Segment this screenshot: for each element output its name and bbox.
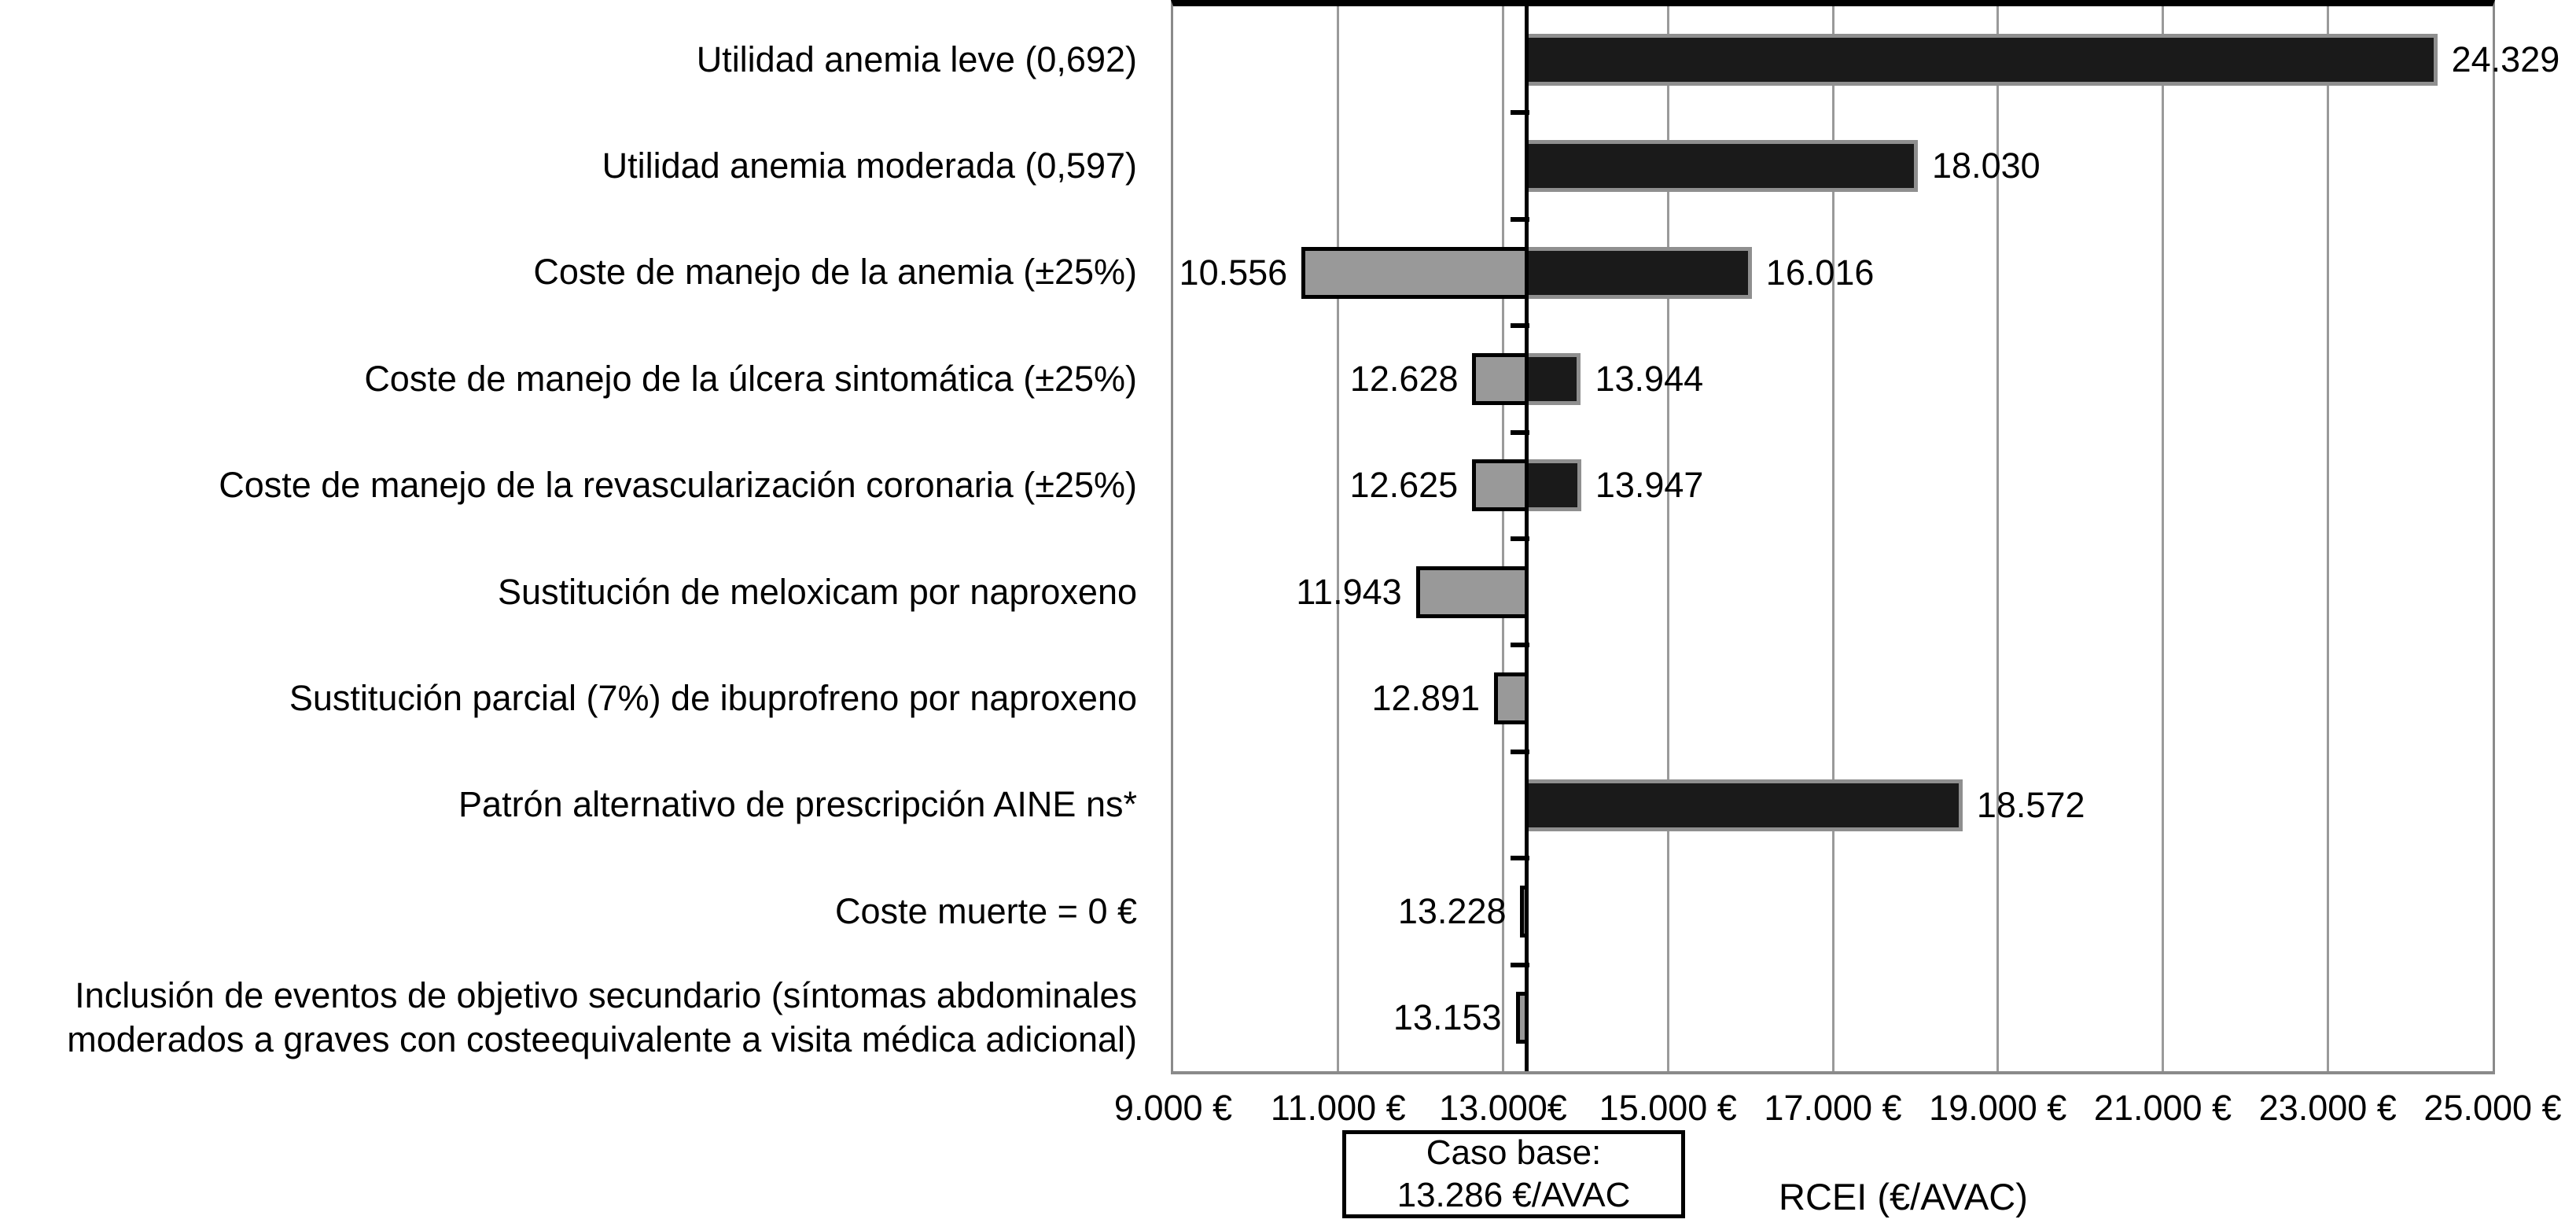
bar-high-value-label: 18.572 — [1976, 784, 2085, 825]
category-label: Sustitución de meloxicam por naproxeno — [498, 571, 1137, 612]
gridline-19000 — [1996, 6, 2000, 1071]
bar-low — [1515, 992, 1527, 1044]
base-case-title: Caso base: — [1426, 1133, 1602, 1172]
bar-low — [1472, 352, 1527, 405]
category-label: Utilidad anemia leve (0,692) — [696, 39, 1137, 79]
bar-low — [1494, 672, 1527, 725]
category-label: Coste de manejo de la úlcera sintomática… — [364, 358, 1137, 399]
x-tick-label: 15.000 € — [1599, 1088, 1737, 1128]
category-label: Patrón alternativo de prescripción AINE … — [458, 784, 1137, 825]
category-axis-tick — [1511, 216, 1530, 222]
x-tick-label: 9.000 € — [1113, 1088, 1233, 1128]
bar-low — [1520, 885, 1527, 938]
x-tick-label: 17.000 € — [1764, 1088, 1902, 1128]
base-case-value: 13.286 €/AVAC — [1397, 1176, 1631, 1214]
bar-low — [1301, 246, 1527, 299]
bar-high — [1526, 33, 2438, 86]
bar-high — [1526, 352, 1581, 405]
gridline-23000 — [2326, 6, 2329, 1071]
category-axis-tick — [1511, 856, 1530, 861]
bar-low-value-label: 13.228 — [1397, 890, 1507, 931]
x-tick-label: 23.000 € — [2258, 1088, 2397, 1128]
bar-high-value-label: 13.944 — [1595, 358, 1704, 399]
x-tick-label: 13.000€ — [1439, 1088, 1567, 1128]
bar-low — [1472, 459, 1527, 512]
category-axis-tick — [1511, 536, 1530, 541]
x-tick-label: 21.000 € — [2093, 1088, 2232, 1128]
gridline-13000 — [1502, 6, 1504, 1071]
bar-high — [1526, 459, 1581, 512]
bar-low-value-label: 12.891 — [1371, 678, 1481, 719]
category-axis-tick — [1511, 429, 1530, 435]
category-axis-tick — [1511, 749, 1530, 754]
bar-low-value-label: 10.556 — [1179, 252, 1288, 293]
category-axis-tick — [1511, 323, 1530, 329]
category-axis-tick — [1511, 962, 1530, 967]
gridline-11000 — [1337, 6, 1340, 1071]
bar-high — [1526, 779, 1963, 831]
bar-low-value-label: 12.625 — [1349, 465, 1459, 506]
bar-low-value-label: 11.943 — [1296, 571, 1402, 612]
base-case-annotation-box: Caso base: 13.286 €/AVAC — [1342, 1130, 1685, 1218]
bar-high — [1526, 140, 1918, 193]
category-label: Utilidad anemia moderada (0,597) — [602, 146, 1137, 186]
x-tick-label: 19.000 € — [1929, 1088, 2067, 1128]
category-label: Coste muerte = 0 € — [835, 890, 1137, 931]
x-tick-label: 25.000 € — [2423, 1088, 2562, 1128]
bar-high-value-label: 16.016 — [1765, 252, 1875, 293]
gridline-17000 — [1831, 6, 1834, 1071]
category-label: Sustitución parcial (7%) de ibuprofreno … — [289, 678, 1137, 719]
bar-low-value-label: 13.153 — [1393, 997, 1502, 1038]
category-axis-labels: Utilidad anemia leve (0,692) Utilidad ane… — [0, 6, 1140, 1071]
category-label: Coste de manejo de la anemia (±25%) — [533, 252, 1137, 293]
category-label: Inclusión de eventos de objetivo secunda… — [67, 975, 1137, 1060]
plot-canvas: 24.329 18.030 10.556 16.016 12.628 13.944 12.6… — [1173, 6, 2559, 1071]
category-label: Coste de manejo de la revascularización … — [219, 465, 1137, 506]
bar-low-value-label: 12.628 — [1349, 358, 1459, 399]
gridline-15000 — [1666, 6, 1669, 1071]
x-axis-title: RCEI (€/AVAC) — [1779, 1176, 2028, 1217]
category-axis-tick — [1511, 110, 1530, 116]
bar-high-value-label: 24.329 — [2451, 39, 2560, 79]
x-tick-label: 11.000 € — [1270, 1088, 1406, 1128]
category-axis-tick — [1511, 643, 1530, 648]
bar-low — [1415, 565, 1527, 618]
bar-high-value-label: 13.947 — [1595, 465, 1704, 506]
bar-high — [1526, 246, 1752, 299]
bar-high-value-label: 18.030 — [1932, 146, 2041, 186]
x-axis-tick-labels: 9.000 € 11.000 € 13.000€ 15.000 € 17.000 € 19… — [0, 1088, 2576, 1135]
gridline-21000 — [2162, 6, 2164, 1071]
